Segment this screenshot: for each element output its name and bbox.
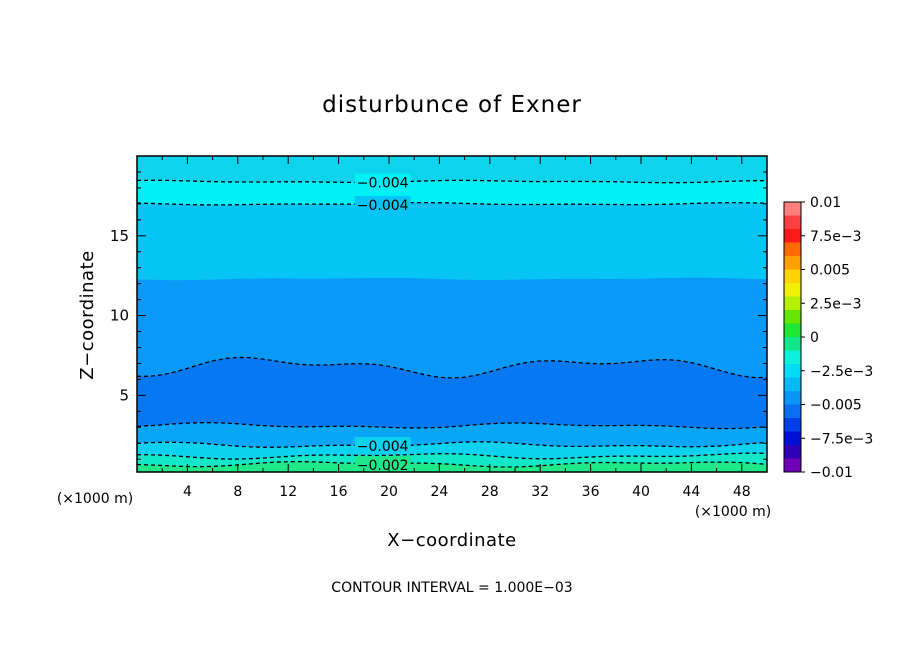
x-tick-label: 44 xyxy=(682,484,700,500)
contour-line xyxy=(137,452,767,460)
colorbar-tick-label: −0.01 xyxy=(810,465,853,481)
colorbar-swatch xyxy=(784,269,801,284)
colorbar-swatch xyxy=(784,404,801,419)
colorbar-swatch xyxy=(784,377,801,392)
x-tick-label: 20 xyxy=(380,484,398,500)
x-unit-right: (×1000 m) xyxy=(695,504,771,520)
plot-frame xyxy=(136,155,768,473)
x-tick-label: 12 xyxy=(279,484,297,500)
contour-line xyxy=(137,356,767,379)
colorbar-swatch xyxy=(784,310,801,324)
colorbar-swatch xyxy=(784,391,801,405)
colorbar-swatch xyxy=(784,242,801,257)
contour-label: −0.004 xyxy=(357,439,409,455)
plot-area: −0.004 −0.004 −0.004 −0.002 xyxy=(137,156,767,474)
colorbar-tick-label: 0.005 xyxy=(810,263,850,279)
colorbar-tick-label: −0.005 xyxy=(810,398,862,414)
colorbar-swatch xyxy=(784,202,801,216)
y-tick-label: 5 xyxy=(119,386,129,404)
x-tick-label: 4 xyxy=(183,484,192,500)
colorbar-swatch xyxy=(784,229,801,243)
colorbar-tick-label: 2.5e−3 xyxy=(810,296,862,312)
x-tick-label: 24 xyxy=(430,484,448,500)
contour-band xyxy=(137,461,767,472)
colorbar-tick-label: 0 xyxy=(810,330,819,346)
colorbar-swatch xyxy=(784,337,801,351)
colorbar-swatch xyxy=(784,215,801,230)
colorbar-tick-label: 0.01 xyxy=(810,195,841,211)
contour-label-bg xyxy=(354,456,411,472)
colorbar-swatch xyxy=(784,350,801,365)
contour-label-bg xyxy=(354,195,411,212)
x-tick-label: 28 xyxy=(481,484,499,500)
colorbar-swatch xyxy=(784,431,801,446)
x-tick-label: 36 xyxy=(582,484,600,500)
contour-line xyxy=(137,441,767,448)
x-tick-label: 48 xyxy=(733,484,751,500)
x-tick-label: 8 xyxy=(233,484,242,500)
colorbar-swatch xyxy=(784,418,801,432)
colorbar-swatch xyxy=(784,323,801,338)
contour-label: −0.004 xyxy=(357,176,409,192)
x-tick-label: 16 xyxy=(330,484,348,500)
colorbar-swatch xyxy=(784,296,801,311)
x-tick-label: 40 xyxy=(632,484,650,500)
colorbar-swatch xyxy=(784,283,801,297)
contour-label: −0.002 xyxy=(357,458,409,474)
chart-title: disturbunce of Exner xyxy=(322,92,582,118)
x-tick-label: 32 xyxy=(531,484,549,500)
x-axis-label: X−coordinate xyxy=(387,530,516,551)
contour-line xyxy=(137,460,767,468)
contour-line xyxy=(137,422,767,430)
colorbar-swatch xyxy=(784,445,801,459)
y-tick-label: 10 xyxy=(110,307,129,325)
y-axis-label: Z−coordinate xyxy=(77,250,98,379)
colorbar-tick-label: −7.5e−3 xyxy=(810,431,873,447)
contour-label: −0.004 xyxy=(357,198,409,214)
contour-line xyxy=(137,201,767,206)
colorbar: 0.01 7.5e−3 0.005 2.5e−3 0 −2.5e−3 −0.005 −7.5e… xyxy=(783,195,873,481)
contour-label-bg xyxy=(354,436,411,453)
y-tick-label: 15 xyxy=(110,227,129,245)
contour-interval-footer: CONTOUR INTERVAL = 1.000E−03 xyxy=(331,580,572,596)
contour-label-bg xyxy=(354,173,411,190)
x-unit-left: (×1000 m) xyxy=(57,491,133,507)
colorbar-swatch xyxy=(784,256,801,270)
colorbar-swatch xyxy=(784,364,801,378)
colorbar-tick-label: −2.5e−3 xyxy=(810,364,873,380)
colorbar-tick-label: 7.5e−3 xyxy=(810,229,862,245)
contour-line xyxy=(137,179,767,184)
colorbar-swatch xyxy=(784,458,801,473)
